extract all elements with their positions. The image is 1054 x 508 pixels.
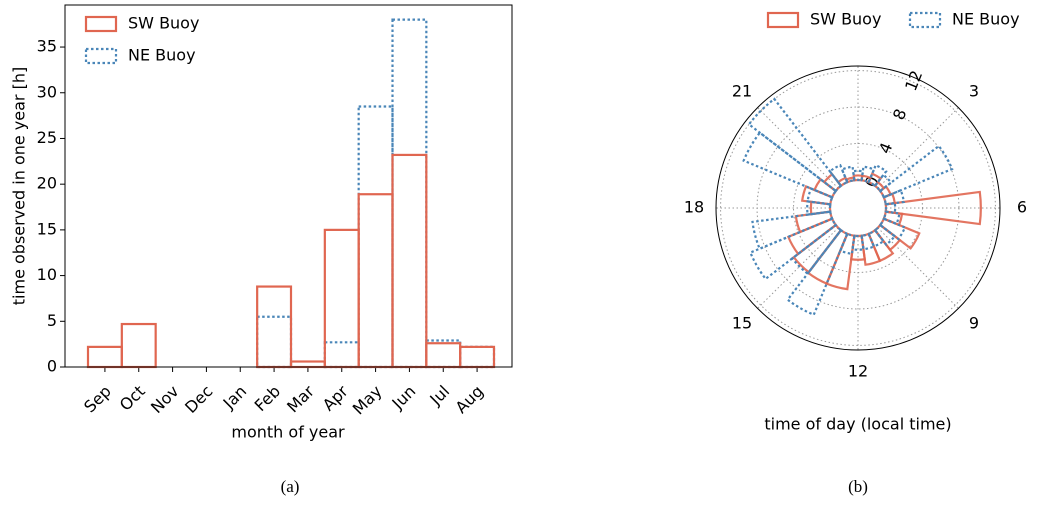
bar (357, 105, 394, 369)
y-tick-label: 10 (37, 265, 57, 284)
bar (256, 285, 293, 369)
wedge (806, 200, 832, 216)
x-tick-label: Jan (219, 382, 251, 414)
x-tick-label: Jun (388, 382, 420, 414)
theta-tick-label: 12 (848, 362, 868, 381)
bar (256, 315, 293, 369)
wedge (860, 232, 882, 266)
x-axis-label: time of day (local time) (764, 415, 951, 434)
wedge (867, 172, 883, 188)
caption: (a) (281, 477, 300, 496)
wedge (878, 217, 907, 241)
x-tick-label: Jul (425, 382, 453, 410)
theta-tick-label: 15 (732, 313, 752, 332)
wedge (786, 217, 838, 256)
x-tick-label: Apr (319, 381, 352, 414)
bar (289, 360, 326, 369)
caption: (b) (848, 477, 868, 496)
legend-label: SW Buoy (128, 14, 199, 33)
legend-swatch (84, 47, 118, 65)
y-tick-label: 30 (37, 82, 57, 101)
theta-tick-label: 9 (969, 313, 979, 332)
bar (425, 339, 462, 369)
legend-label: SW Buoy (810, 10, 881, 29)
legend-label: NE Buoy (128, 46, 196, 65)
x-tick-label: Aug (452, 382, 488, 418)
x-axis-label: month of year (231, 423, 345, 442)
x-tick-label: Mar (283, 381, 318, 416)
legend-label: NE Buoy (952, 10, 1020, 29)
x-tick-label: Nov (147, 382, 183, 418)
wedge (828, 163, 849, 188)
axes-frame (715, 65, 1001, 351)
x-tick-label: Oct (116, 382, 149, 415)
theta-tick-label: 3 (969, 82, 979, 101)
wedge (806, 187, 834, 206)
wedge (838, 232, 856, 256)
bar (391, 18, 428, 369)
legend-swatch (908, 11, 942, 29)
r-tick-label: 4 (875, 140, 896, 157)
grid-line (877, 227, 959, 309)
y-tick-label: 35 (37, 37, 57, 56)
bar (323, 228, 360, 369)
x-tick-label: Feb (251, 382, 284, 415)
wedge (878, 217, 921, 250)
bar (323, 341, 360, 369)
r-tick-label: 8 (889, 106, 910, 123)
wedge (867, 228, 895, 263)
wedge (884, 190, 982, 226)
bar (459, 345, 496, 369)
grid-line (757, 107, 839, 189)
grid-line (757, 227, 839, 309)
wedge (751, 210, 834, 251)
y-axis-label: time observed in one year [h] (10, 67, 29, 305)
wedge (873, 223, 897, 247)
y-tick-label: 5 (47, 311, 57, 330)
y-tick-label: 15 (37, 219, 57, 238)
wedge (800, 185, 834, 206)
wedge (867, 163, 888, 188)
r-tick-label: 12 (901, 68, 926, 94)
bar (120, 322, 157, 369)
wedge (812, 177, 838, 199)
theta-tick-label: 6 (1017, 198, 1027, 217)
x-tick-label: Sep (80, 382, 115, 417)
wedge (806, 228, 849, 286)
theta-tick-label: 21 (732, 82, 752, 101)
axes-frame (64, 4, 513, 368)
grid-line (877, 107, 959, 189)
x-tick-label: Dec (181, 382, 216, 417)
wedge (747, 97, 843, 193)
bar (357, 193, 394, 369)
wedge (882, 188, 906, 206)
bar (459, 345, 496, 369)
wedge (790, 223, 843, 276)
bar (425, 342, 462, 369)
legend-swatch (84, 15, 118, 33)
bar (391, 153, 428, 369)
legend-swatch (766, 11, 800, 29)
x-tick-label: May (349, 382, 386, 419)
y-tick-label: 20 (37, 174, 57, 193)
wedge (748, 217, 838, 281)
y-tick-label: 0 (47, 357, 57, 376)
wedge (742, 131, 838, 199)
theta-tick-label: 18 (684, 198, 704, 217)
bar (86, 345, 123, 369)
wedge (878, 144, 954, 199)
y-tick-label: 25 (37, 128, 57, 147)
wedge (786, 228, 849, 317)
grid-line (756, 106, 960, 310)
